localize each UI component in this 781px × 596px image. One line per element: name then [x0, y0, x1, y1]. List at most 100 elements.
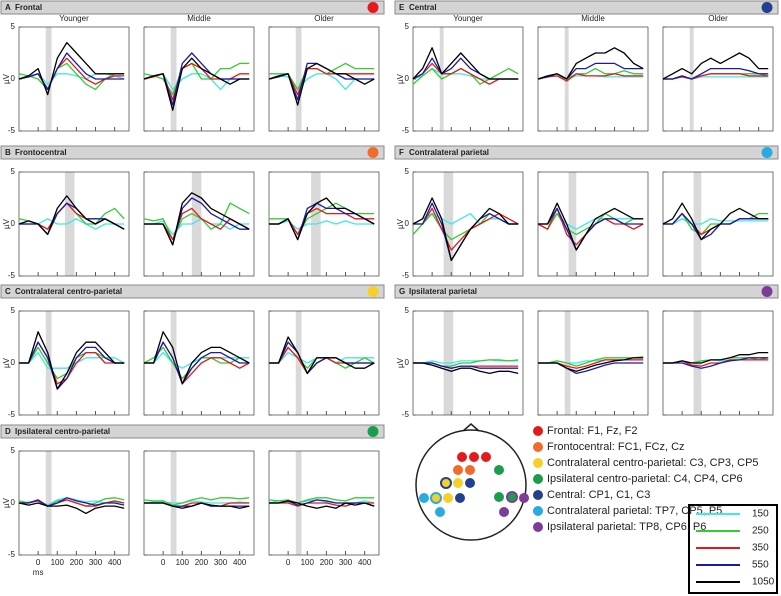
electrode: [440, 477, 452, 489]
erp-line: [144, 331, 250, 385]
time-window: [295, 27, 302, 131]
electrode-legend-text: Frontocentral: FC1, FCz, Cz: [547, 441, 685, 453]
column-title: Middle: [187, 14, 211, 23]
erp-line: [413, 359, 519, 364]
x-tick-label: 300: [339, 558, 353, 567]
erp-line: [269, 500, 375, 509]
electrode: [481, 452, 491, 462]
electrode: [443, 493, 453, 503]
y-tick-label: -5: [402, 271, 410, 280]
y-axis-label: µV: [396, 73, 405, 84]
panel-letter: E: [399, 3, 405, 12]
panel-color-dot: [761, 147, 773, 158]
electrode-legend-text: Frontal: F1, Fz, F2: [547, 425, 637, 437]
y-tick-label: 5: [405, 22, 410, 31]
erp-line: [144, 218, 250, 236]
erp-line: [144, 502, 250, 509]
erp-line: [143, 73, 250, 91]
y-tick-label: 5: [405, 167, 410, 176]
erp-line: [412, 197, 519, 262]
erp-line: [538, 202, 644, 251]
column-title: Older: [314, 14, 334, 23]
y-axis-label: µV: [2, 357, 11, 368]
electrode-legend-dot: [533, 442, 543, 452]
x-tick-label: 100: [176, 558, 190, 567]
x-tick-label: 0: [36, 558, 41, 567]
y-axis-label: µV: [2, 218, 11, 229]
y-tick-label: -5: [402, 410, 410, 419]
panel-letter: A: [5, 3, 11, 12]
erp-line: [18, 52, 125, 91]
erp-line: [19, 497, 125, 507]
panel-title: Contralateral centro-parietal: [15, 287, 122, 296]
legend-label: 1050: [752, 577, 775, 588]
panel-title: Ipsilateral centro-parietal: [15, 427, 110, 436]
erp-line: [144, 351, 250, 369]
erp-line: [413, 207, 519, 251]
erp-line: [413, 362, 519, 375]
electrode: [506, 491, 518, 503]
y-tick-label: 0: [405, 219, 410, 228]
panel-header: [394, 145, 779, 160]
panel-header: [0, 424, 385, 439]
erp-line: [18, 195, 125, 236]
electrode-legend-dot: [533, 522, 543, 532]
y-tick-label: 0: [11, 74, 16, 83]
erp-line: [143, 497, 250, 506]
erp-line: [538, 207, 644, 251]
erp-line: [143, 52, 250, 106]
y-tick-label: 0: [11, 358, 16, 367]
panel-color-dot: [367, 286, 379, 297]
column-title: Older: [708, 14, 728, 23]
electrode: [453, 465, 463, 475]
plot-frame: [537, 26, 649, 132]
erp-line: [537, 73, 644, 82]
electrode-legend-text: Contralateral parietal: TP7, CP5, P5: [547, 505, 722, 517]
panel-header: [0, 145, 385, 160]
erp-line: [19, 331, 125, 390]
erp-line: [143, 202, 250, 241]
panel-letter: D: [5, 427, 11, 436]
x-tick-label: 300: [214, 558, 228, 567]
column-title: Younger: [453, 14, 483, 23]
erp-line: [143, 57, 250, 111]
panel-letter: G: [399, 287, 405, 296]
x-tick-label: 100: [51, 558, 65, 567]
electrode: [494, 465, 504, 475]
erp-line: [663, 218, 769, 225]
y-tick-label: 5: [11, 167, 16, 176]
x-tick-label: 400: [358, 558, 372, 567]
y-tick-label: 5: [11, 22, 16, 31]
time-window: [295, 311, 302, 415]
plot-frame: [143, 310, 255, 416]
legend-label: 550: [752, 560, 769, 571]
erp-line: [662, 52, 769, 80]
erp-line: [412, 57, 519, 80]
erp-line: [144, 341, 250, 385]
erp-line: [18, 62, 125, 91]
x-tick-label: 200: [320, 558, 334, 567]
time-window: [170, 27, 177, 131]
erp-line: [268, 62, 375, 106]
time-window: [64, 172, 75, 276]
legend-label: 250: [752, 526, 769, 537]
erp-line: [143, 62, 250, 96]
x-tick-label: 400: [233, 558, 247, 567]
y-tick-label: -5: [8, 271, 16, 280]
panel-title: Frontal: [15, 3, 42, 12]
y-axis-label: µV: [2, 73, 11, 84]
erp-line: [18, 41, 125, 96]
panel-color-dot: [367, 147, 379, 158]
x-tick-label: 0: [161, 558, 166, 567]
erp-line: [663, 212, 769, 241]
erp-line: [269, 197, 375, 241]
erp-line: [663, 357, 769, 369]
panel-color-dot: [367, 2, 379, 13]
electrode: [519, 493, 529, 503]
erp-line: [268, 67, 375, 96]
plot-frame: [412, 171, 524, 277]
electrode: [455, 493, 465, 503]
electrode-legend-text: Central: CP1, C1, C3: [547, 489, 650, 501]
erp-line: [538, 357, 644, 372]
y-axis-label: µV: [396, 357, 405, 368]
